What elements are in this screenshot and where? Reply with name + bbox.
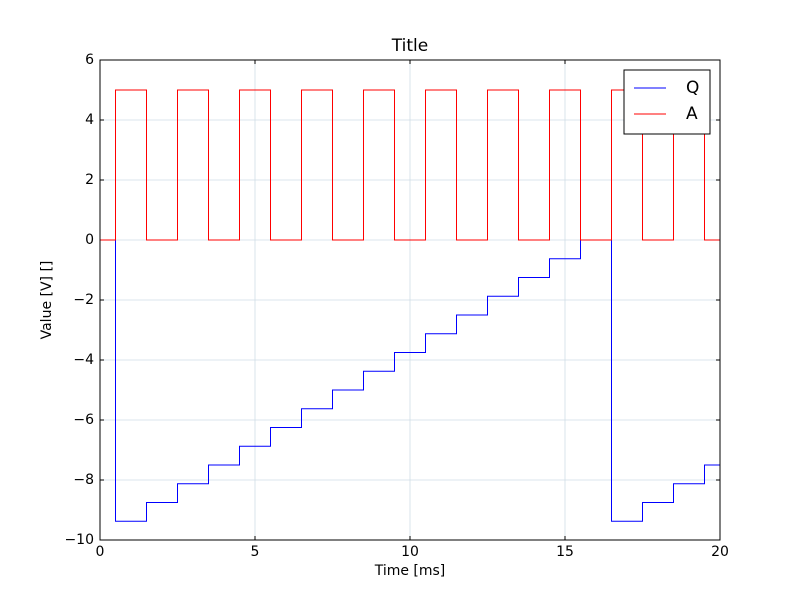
y-axis-label: Value [V] [] <box>39 261 55 340</box>
x-tick-label: 20 <box>711 544 729 560</box>
chart-title: Title <box>391 36 428 56</box>
legend-label: A <box>686 104 698 124</box>
x-tick-label: 0 <box>96 544 105 560</box>
y-tick-label: −8 <box>73 472 94 488</box>
y-tick-label: −4 <box>73 352 94 368</box>
series-line <box>100 89 720 241</box>
x-axis-label: Time [ms] <box>374 563 446 579</box>
x-tick-label: 5 <box>251 544 260 560</box>
y-tick-label: −10 <box>64 532 94 548</box>
plot-frame <box>99 59 721 541</box>
y-tick-label: 2 <box>85 172 94 188</box>
series-line <box>100 239 720 522</box>
y-tick-label: −2 <box>73 292 94 308</box>
legend-label: Q <box>686 78 699 98</box>
y-tick-label: 0 <box>85 232 94 248</box>
x-tick-label: 10 <box>401 544 419 560</box>
legend-box <box>623 69 711 135</box>
y-tick-label: 4 <box>85 112 94 128</box>
x-tick-label: 15 <box>556 544 574 560</box>
y-tick-label: 6 <box>85 52 94 68</box>
y-tick-label: −6 <box>73 412 94 428</box>
